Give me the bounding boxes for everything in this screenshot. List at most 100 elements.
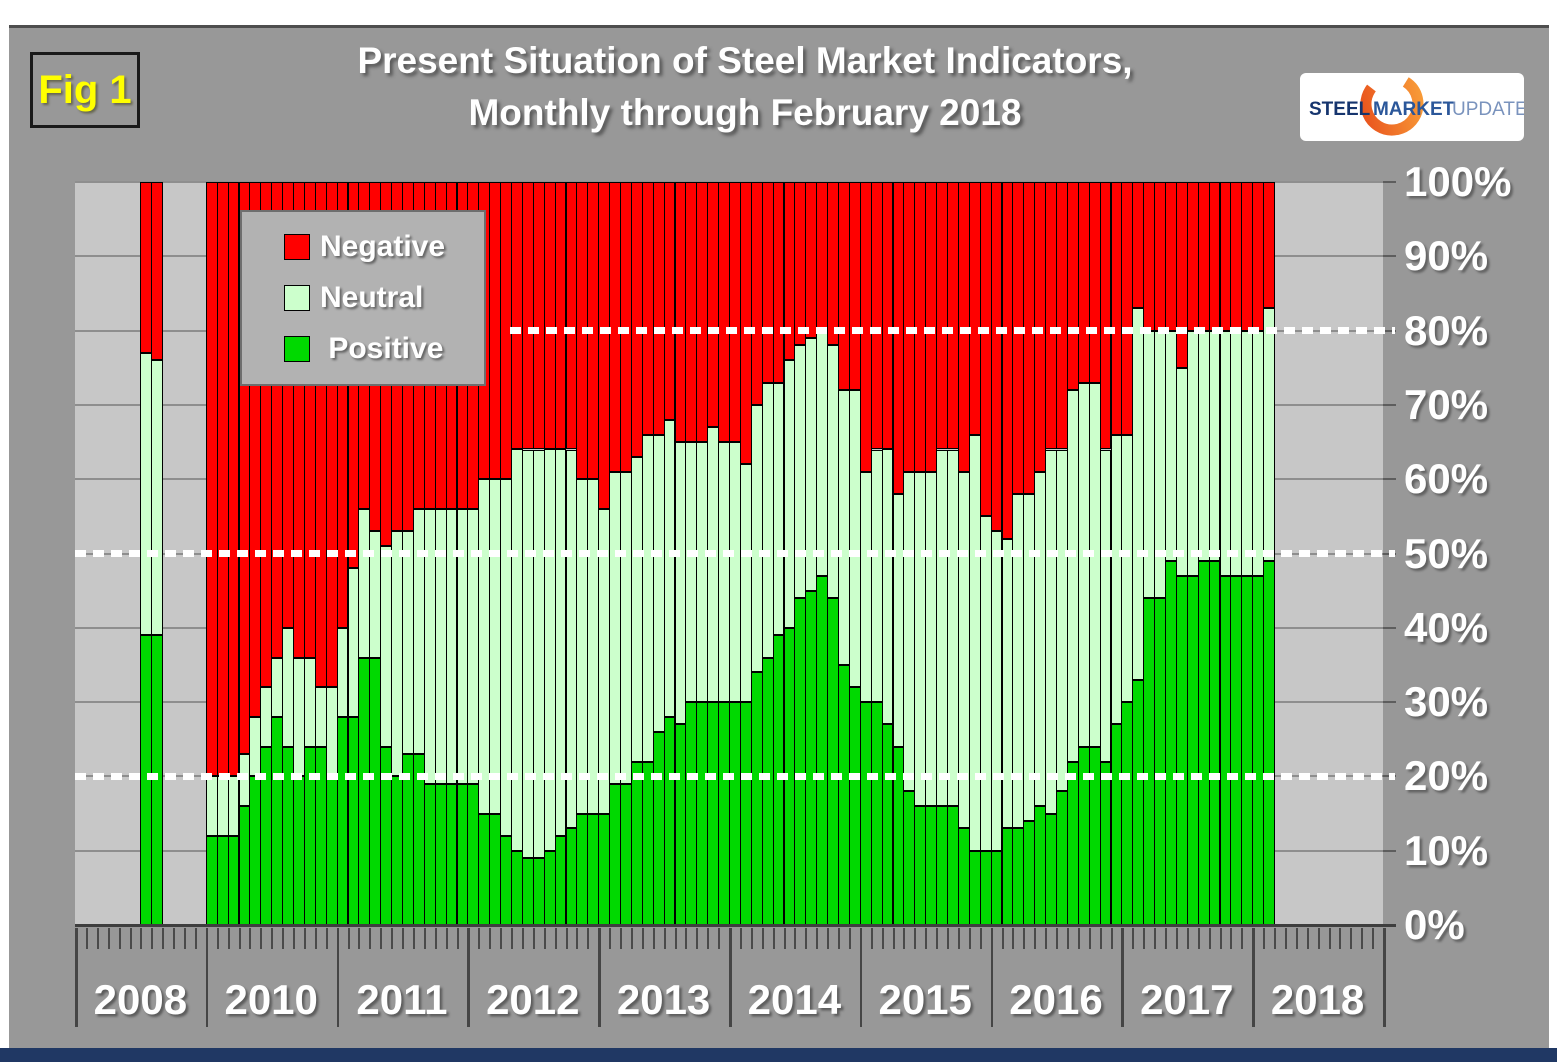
y-tick-label-0: 0% bbox=[1404, 901, 1465, 948]
month-tick bbox=[543, 928, 546, 949]
month-tick bbox=[1099, 928, 1102, 949]
month-tick bbox=[173, 928, 176, 949]
y-axis-tick-70 bbox=[1383, 403, 1396, 406]
chart-legend: Negative Neutral Positive bbox=[240, 210, 486, 386]
month-tick bbox=[347, 928, 350, 949]
month-tick bbox=[293, 928, 295, 949]
month-tick bbox=[838, 928, 840, 949]
year-boundary-tick bbox=[336, 928, 340, 1027]
month-tick bbox=[260, 928, 263, 949]
x-year-label-2015: 2015 bbox=[878, 976, 972, 1023]
month-tick bbox=[129, 928, 132, 949]
month-tick bbox=[402, 928, 404, 949]
dotted-line-20 bbox=[75, 772, 1395, 780]
month-tick bbox=[85, 928, 88, 949]
month-tick bbox=[423, 928, 426, 949]
segment-negative bbox=[151, 182, 164, 361]
chart-title-line-2: Monthly through February 2018 bbox=[468, 92, 1022, 133]
month-tick bbox=[979, 928, 982, 949]
month-tick bbox=[107, 928, 110, 949]
x-year-label-2010: 2010 bbox=[224, 976, 318, 1023]
legend-label-positive: Positive bbox=[320, 331, 444, 365]
month-tick bbox=[282, 928, 285, 949]
legend-swatch-negative bbox=[284, 234, 310, 261]
month-tick bbox=[870, 928, 873, 949]
y-tick-label-90: 90% bbox=[1404, 232, 1489, 280]
segment-neutral bbox=[1263, 308, 1275, 561]
month-tick bbox=[194, 928, 197, 949]
month-tick bbox=[1077, 928, 1080, 949]
month-tick bbox=[434, 928, 437, 949]
y-axis-tick-100 bbox=[1383, 181, 1396, 183]
y-axis-tick-30 bbox=[1383, 701, 1396, 704]
month-tick bbox=[1175, 928, 1178, 949]
month-tick bbox=[947, 928, 949, 949]
month-tick bbox=[445, 928, 448, 949]
x-year-label-2012: 2012 bbox=[486, 976, 580, 1023]
x-year-label-2018: 2018 bbox=[1270, 976, 1365, 1023]
month-tick bbox=[1241, 928, 1244, 949]
month-tick bbox=[521, 928, 524, 949]
y-tick-label-50: 50% bbox=[1404, 529, 1489, 577]
month-tick bbox=[1361, 928, 1364, 949]
year-boundary-tick bbox=[75, 928, 78, 1027]
gridline-100 bbox=[75, 181, 1383, 183]
month-tick bbox=[500, 928, 503, 949]
svg-text:UPDATE: UPDATE bbox=[1452, 99, 1524, 120]
month-tick bbox=[1208, 928, 1211, 949]
month-tick bbox=[162, 928, 165, 949]
month-tick bbox=[674, 928, 677, 949]
month-tick bbox=[750, 928, 753, 949]
year-boundary-tick bbox=[990, 928, 994, 1027]
month-tick bbox=[1339, 928, 1342, 949]
month-tick bbox=[1230, 928, 1233, 949]
month-tick bbox=[1317, 928, 1320, 949]
month-tick bbox=[1295, 928, 1298, 949]
month-tick bbox=[151, 928, 154, 949]
month-tick bbox=[587, 928, 590, 949]
month-tick bbox=[685, 928, 688, 949]
y-tick-label-20: 20% bbox=[1404, 752, 1489, 800]
month-tick bbox=[1154, 928, 1157, 949]
y-tick-label-60: 60% bbox=[1404, 455, 1489, 503]
y-tick-label-40: 40% bbox=[1404, 603, 1489, 651]
month-tick bbox=[184, 928, 186, 949]
x-axis-line bbox=[75, 924, 1396, 927]
segment-neutral bbox=[151, 360, 164, 636]
month-tick bbox=[718, 928, 721, 949]
month-tick bbox=[478, 928, 481, 949]
month-tick bbox=[1165, 928, 1167, 949]
y-axis-tick-10 bbox=[1383, 849, 1396, 852]
month-tick bbox=[1034, 928, 1037, 949]
x-year-label-2016: 2016 bbox=[1009, 976, 1103, 1023]
year-boundary-tick bbox=[205, 928, 209, 1027]
x-year-label-2011: 2011 bbox=[356, 976, 448, 1023]
month-tick bbox=[1110, 928, 1113, 949]
month-tick bbox=[391, 928, 394, 949]
legend-item-negative: Negative bbox=[284, 230, 484, 264]
month-tick bbox=[663, 928, 666, 949]
bar-2008-8 bbox=[151, 182, 164, 925]
month-tick bbox=[881, 928, 884, 949]
month-tick bbox=[925, 928, 928, 949]
month-tick bbox=[314, 928, 317, 949]
y-axis-tick-60 bbox=[1383, 478, 1396, 481]
x-year-label-2014: 2014 bbox=[747, 976, 842, 1023]
y-tick-label-100: 100% bbox=[1404, 158, 1512, 205]
month-tick bbox=[892, 928, 895, 949]
month-tick bbox=[1066, 928, 1069, 949]
month-tick bbox=[238, 928, 241, 949]
month-tick bbox=[1186, 928, 1189, 949]
month-tick bbox=[968, 928, 971, 949]
month-tick bbox=[576, 928, 579, 949]
svg-text:STEEL: STEEL bbox=[1309, 99, 1371, 120]
month-tick bbox=[739, 928, 742, 949]
month-tick bbox=[609, 928, 612, 949]
legend-label-negative: Negative bbox=[320, 230, 446, 264]
month-tick bbox=[1088, 928, 1091, 949]
month-tick bbox=[620, 928, 622, 949]
legend-swatch-positive bbox=[284, 335, 310, 362]
segment-negative bbox=[1263, 182, 1275, 309]
year-boundary-tick bbox=[1383, 928, 1386, 1027]
month-tick bbox=[140, 928, 143, 949]
